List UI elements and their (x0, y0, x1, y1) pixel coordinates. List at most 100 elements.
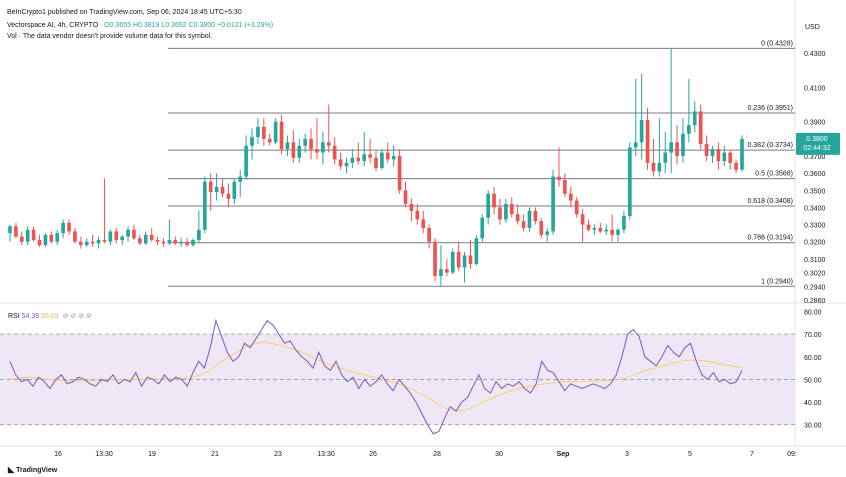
candle-body (179, 241, 184, 244)
candle-body (267, 138, 272, 143)
candle-body (633, 142, 638, 148)
rsi-value: 54.39 (22, 313, 41, 320)
candle-body (598, 228, 603, 232)
candle-body (409, 204, 414, 211)
time-tick-label: 21 (211, 451, 219, 458)
candle-body (14, 226, 18, 237)
candle-body (710, 149, 715, 156)
last-price-value: 0.3800 (806, 136, 828, 143)
bar-countdown: 02:44:32 (803, 145, 830, 152)
candle-body (421, 219, 426, 228)
candle-body (574, 200, 579, 215)
candle-body (628, 147, 632, 216)
last-price-tag (796, 132, 840, 155)
candle-body (108, 231, 113, 242)
tradingview-icon: ◣ (8, 465, 15, 474)
candle-body (132, 229, 136, 239)
candle-body (244, 145, 248, 177)
candle-body (468, 255, 473, 264)
candle-body (515, 214, 520, 222)
candle-body (385, 152, 390, 160)
price-tick-label: 0.3020 (804, 271, 826, 278)
tradingview-logo: ◣ TradingView (8, 465, 57, 474)
fib-level-label: 0.618 (0.3408) (747, 198, 793, 205)
candle-body (439, 269, 443, 276)
candle-body (149, 234, 154, 240)
candle-body (539, 221, 544, 235)
candle-body (155, 240, 160, 242)
ohlc-values: O0.3655 H0.3819 L0.3652 C0.3800 +0.0121 … (104, 22, 274, 29)
time-tick-label: 09: (787, 451, 797, 458)
rsi-pane: 80.00 70.00 60.00 50.00 40.00 30.00 RSI 54.39 … (0, 310, 822, 435)
candle-body (326, 142, 331, 146)
candle-body (610, 229, 614, 235)
price-tick-label: 0.2860 (804, 298, 826, 305)
candle-body (692, 111, 697, 126)
candle-body (498, 207, 502, 220)
volume-note: Vol · The data vendor doesn't provide vo… (7, 33, 213, 40)
candle-body (456, 252, 461, 268)
candle-body (527, 210, 532, 228)
candle-body (403, 190, 408, 204)
fib-level-label: 1 (0.2940) (761, 278, 793, 285)
candlestick-series (8, 48, 744, 287)
candle-body (415, 210, 420, 220)
currency-label[interactable]: USD (805, 24, 820, 31)
rsi-label: RSI (8, 313, 22, 320)
candle-body (297, 145, 302, 158)
candle-body (167, 240, 172, 244)
candle-body (645, 120, 650, 163)
candle-body (25, 229, 30, 242)
rsi-tick-label: 40.00 (804, 400, 822, 407)
rsi-tick-label: 60.00 (804, 355, 822, 362)
candle-body (557, 176, 561, 180)
price-tick-label: 0.3900 (804, 120, 826, 127)
candle-body (143, 234, 148, 244)
candle-body (202, 181, 207, 230)
publisher-line: BeInCrypto1 published on TradingView.com… (7, 9, 242, 16)
candle-body (114, 231, 119, 240)
candle-body (716, 149, 721, 162)
candle-body (391, 156, 396, 160)
candle-body (563, 180, 567, 194)
candle-body (622, 216, 626, 230)
candle-body (279, 121, 284, 150)
candle-body (96, 240, 101, 244)
candle-body (126, 229, 130, 237)
candle-body (427, 228, 431, 242)
symbol-ohlc-line: Vectorspace AI, 4h, CRYPTO O0.3655 H0.38… (7, 22, 273, 29)
candle-body (568, 193, 573, 201)
price-tick-label: 0.3600 (804, 171, 826, 178)
time-tick-label: 3 (625, 451, 629, 458)
candle-body (450, 252, 455, 273)
candle-body (31, 229, 36, 240)
candle-body (480, 217, 485, 239)
candle-body (61, 222, 65, 234)
time-tick-label: 16 (54, 451, 62, 458)
price-tick-label: 0.3400 (804, 205, 826, 212)
candle-body (321, 142, 325, 153)
candle-body (663, 152, 668, 163)
candle-body (474, 238, 479, 264)
rsi-legend: RSI 54.39 55.03 ⊘ ⊘ ⊘ ⊘ (8, 313, 92, 320)
symbol-title[interactable]: Vectorspace AI, 4h, CRYPTO (7, 22, 99, 29)
price-tick-label: 0.2940 (804, 284, 826, 291)
settings-icons: ⊘ ⊘ ⊘ ⊘ (63, 313, 92, 320)
rsi-line (9, 318, 743, 435)
candle-body (285, 142, 290, 150)
candle-body (197, 229, 201, 240)
candle-body (350, 157, 355, 163)
candle-body (315, 149, 319, 153)
candle-body (37, 240, 42, 246)
candle-body (380, 152, 384, 168)
price-tick-label: 0.3300 (804, 223, 826, 230)
candle-body (509, 204, 514, 215)
candle-body (669, 142, 673, 153)
rsi-tick-label: 30.00 (804, 423, 822, 430)
time-tick-label: Sep (557, 451, 570, 458)
time-tick-label: 7 (750, 451, 754, 458)
candle-body (504, 204, 508, 220)
candle-body (356, 157, 361, 162)
candle-body (344, 162, 349, 167)
